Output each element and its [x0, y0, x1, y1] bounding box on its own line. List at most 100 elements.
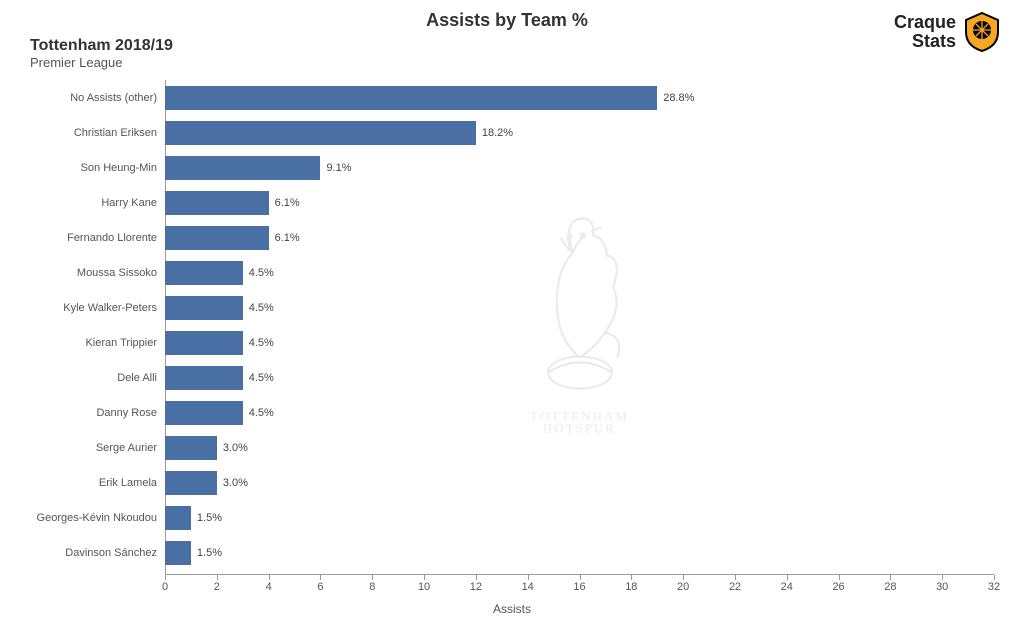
x-tick-label: 2 [214, 581, 220, 593]
bar-value-label: 4.5% [243, 372, 274, 384]
bar-category-label: Harry Kane [5, 197, 165, 209]
x-tick-label: 14 [522, 581, 534, 593]
bar [165, 436, 217, 460]
x-tick-label: 4 [266, 581, 272, 593]
bar-row: No Assists (other)28.8% [165, 86, 994, 110]
bar-category-label: Christian Eriksen [5, 127, 165, 139]
x-tick-label: 22 [729, 581, 741, 593]
bar-value-label: 3.0% [217, 442, 248, 454]
bar-value-label: 4.5% [243, 337, 274, 349]
bar-row: Kyle Walker-Peters4.5% [165, 296, 994, 320]
bar-row: Danny Rose4.5% [165, 401, 994, 425]
bar-category-label: Son Heung-Min [5, 162, 165, 174]
bar [165, 296, 243, 320]
bar-row: Christian Eriksen18.2% [165, 121, 994, 145]
bar-row: Georges-Kévin Nkoudou1.5% [165, 506, 994, 530]
x-tick [942, 575, 943, 580]
bar-category-label: Kyle Walker-Peters [5, 302, 165, 314]
x-tick-label: 28 [884, 581, 896, 593]
bar-value-label: 4.5% [243, 407, 274, 419]
x-tick [631, 575, 632, 580]
bar-category-label: Fernando Llorente [5, 232, 165, 244]
bar-value-label: 4.5% [243, 302, 274, 314]
bar [165, 541, 191, 565]
x-tick [839, 575, 840, 580]
x-tick-label: 20 [677, 581, 689, 593]
brand-text: Craque Stats [894, 13, 956, 51]
bar-value-label: 1.5% [191, 547, 222, 559]
chart-title: Assists by Team % [10, 10, 1004, 31]
x-tick [580, 575, 581, 580]
chart-subsubtitle: Premier League [30, 55, 1004, 70]
bar [165, 366, 243, 390]
x-tick-label: 26 [832, 581, 844, 593]
x-tick-label: 12 [470, 581, 482, 593]
brand-line2: Stats [894, 32, 956, 51]
x-tick [890, 575, 891, 580]
bar-row: Fernando Llorente6.1% [165, 226, 994, 250]
bar-value-label: 18.2% [476, 127, 513, 139]
x-axis-title: Assists [0, 602, 1024, 616]
bar [165, 471, 217, 495]
x-tick [217, 575, 218, 580]
bar-value-label: 3.0% [217, 477, 248, 489]
bar-category-label: Erik Lamela [5, 477, 165, 489]
brand-icon [960, 10, 1004, 54]
bar-value-label: 9.1% [320, 162, 351, 174]
x-axis: 02468101214161820222426283032 [165, 574, 994, 594]
x-tick-label: 0 [162, 581, 168, 593]
bar-row: Son Heung-Min9.1% [165, 156, 994, 180]
bar-category-label: Georges-Kévin Nkoudou [5, 512, 165, 524]
x-tick-label: 10 [418, 581, 430, 593]
chart-subtitle: Tottenham 2018/19 [30, 37, 1004, 55]
bar-category-label: No Assists (other) [5, 92, 165, 104]
x-tick [320, 575, 321, 580]
bar-row: Kieran Trippier4.5% [165, 331, 994, 355]
bar-category-label: Moussa Sissoko [5, 267, 165, 279]
bar-category-label: Dele Alli [5, 372, 165, 384]
bar [165, 121, 476, 145]
bar [165, 191, 269, 215]
brand-logo: Craque Stats [894, 10, 1004, 54]
bar-category-label: Davinson Sánchez [5, 547, 165, 559]
bar-value-label: 6.1% [269, 197, 300, 209]
x-tick [424, 575, 425, 580]
bar-category-label: Danny Rose [5, 407, 165, 419]
x-tick-label: 18 [625, 581, 637, 593]
x-tick-label: 32 [988, 581, 1000, 593]
bar [165, 156, 320, 180]
x-tick [476, 575, 477, 580]
x-tick-label: 24 [781, 581, 793, 593]
plot-area: TOTTENHAM HOTSPUR No Assists (other)28.8… [165, 80, 994, 574]
x-tick [787, 575, 788, 580]
x-tick [994, 575, 995, 580]
x-tick [372, 575, 373, 580]
bar-row: Erik Lamela3.0% [165, 471, 994, 495]
bar-value-label: 28.8% [657, 92, 694, 104]
x-tick [735, 575, 736, 580]
bar [165, 261, 243, 285]
bar [165, 401, 243, 425]
chart-container: Assists by Team % Craque Stats Tottenham… [0, 0, 1024, 624]
x-tick [269, 575, 270, 580]
x-tick-label: 8 [369, 581, 375, 593]
bar-category-label: Kieran Trippier [5, 337, 165, 349]
bar [165, 226, 269, 250]
x-tick-label: 16 [573, 581, 585, 593]
x-tick-label: 6 [317, 581, 323, 593]
x-tick [528, 575, 529, 580]
bar-row: Moussa Sissoko4.5% [165, 261, 994, 285]
x-tick [683, 575, 684, 580]
bar [165, 86, 657, 110]
bar-category-label: Serge Aurier [5, 442, 165, 454]
brand-line1: Craque [894, 13, 956, 32]
bar-row: Davinson Sánchez1.5% [165, 541, 994, 565]
bar-row: Dele Alli4.5% [165, 366, 994, 390]
bar-row: Serge Aurier3.0% [165, 436, 994, 460]
bar-value-label: 4.5% [243, 267, 274, 279]
bar [165, 331, 243, 355]
x-tick-label: 30 [936, 581, 948, 593]
bar-value-label: 1.5% [191, 512, 222, 524]
bar-value-label: 6.1% [269, 232, 300, 244]
x-tick [165, 575, 166, 580]
